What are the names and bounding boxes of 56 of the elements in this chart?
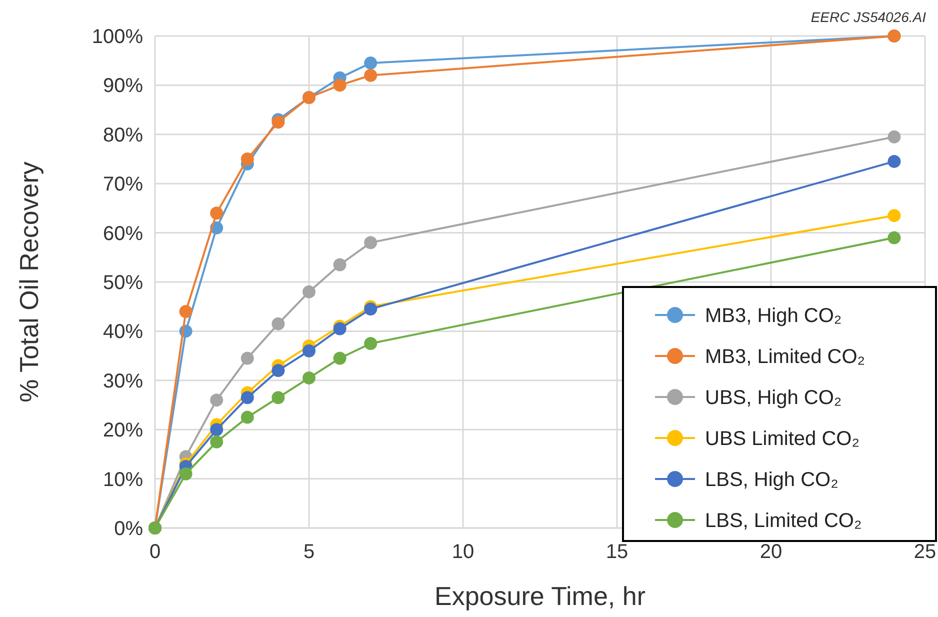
point: [888, 231, 901, 244]
point: [333, 352, 346, 365]
y-tick-label: 70%: [102, 174, 144, 196]
legend-label: LBS, Limited CO₂: [705, 510, 862, 532]
point: [302, 344, 316, 358]
x-tick-label: 0: [149, 541, 161, 563]
point: [302, 285, 316, 298]
y-tick-label: 80%: [102, 124, 144, 146]
y-tick-label: 50%: [102, 272, 144, 294]
legend-label: UBS, High CO₂: [705, 387, 842, 409]
point: [272, 116, 285, 129]
point: [272, 364, 285, 378]
point: [272, 317, 285, 330]
x-axis-title: Exposure Time, hr: [434, 581, 646, 611]
y-tick-label: 60%: [102, 222, 144, 245]
legend-label: MB3, Limited CO₂: [705, 346, 866, 368]
point: [179, 467, 192, 480]
x-tick-label: 15: [606, 541, 628, 563]
point: [302, 371, 316, 384]
point: [210, 394, 224, 407]
point: [240, 352, 254, 365]
point: [364, 236, 378, 250]
y-tick-label: 100%: [92, 26, 144, 48]
point: [888, 154, 901, 168]
point: [240, 152, 254, 166]
point: [888, 130, 901, 144]
y-axis-title: % Total Oil Recovery: [14, 162, 44, 402]
legend-label: MB3, High CO₂: [705, 305, 842, 327]
x-tick-label: 10: [452, 541, 474, 563]
x-tick-label: 25: [914, 541, 936, 563]
y-tick-label: 0%: [114, 518, 144, 540]
x-tick-label: 20: [760, 541, 782, 563]
point: [210, 435, 224, 448]
point: [210, 206, 224, 220]
point: [364, 56, 378, 70]
point: [364, 302, 378, 316]
text: EERC JS54026.AI: [810, 9, 926, 25]
point: [333, 322, 346, 336]
y-tick-label: 30%: [102, 370, 144, 392]
y-tick-label: 10%: [102, 468, 144, 491]
point: [210, 423, 224, 436]
legend-label: UBS Limited CO₂: [705, 428, 860, 450]
point: [333, 78, 346, 92]
y-tick-label: 90%: [102, 75, 144, 98]
point: [179, 305, 192, 318]
y-tick-label: 20%: [102, 420, 144, 442]
legend-label: LBS, High CO₂: [705, 469, 838, 491]
point: [272, 391, 285, 404]
y-tick-label: 40%: [102, 321, 144, 344]
point: [364, 337, 378, 350]
point: [364, 68, 378, 82]
point: [333, 258, 346, 272]
point: [240, 391, 254, 404]
point: [888, 209, 901, 222]
x-tick-label: 5: [303, 541, 315, 563]
point: [240, 410, 254, 424]
